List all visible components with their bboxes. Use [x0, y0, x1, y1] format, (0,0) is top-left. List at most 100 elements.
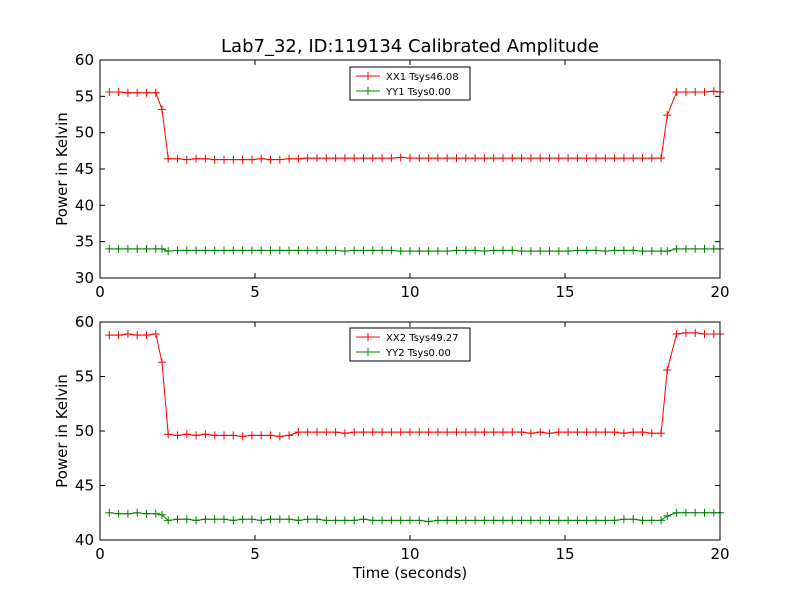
x-tick-label: 20 [710, 283, 729, 301]
data-point [396, 428, 405, 437]
data-point [700, 330, 709, 338]
data-point [164, 247, 173, 256]
data-point [415, 247, 424, 256]
data-point [638, 516, 647, 525]
data-point [536, 428, 545, 437]
data-point [387, 428, 396, 437]
x-tick-label: 15 [555, 545, 574, 563]
data-point [220, 155, 228, 164]
data-point [164, 516, 173, 525]
data-point [406, 247, 414, 256]
data-point [499, 516, 507, 525]
x-tick-label: 10 [400, 283, 419, 301]
y-axis-label: Power in Kelvin [53, 374, 71, 488]
data-point [378, 428, 387, 437]
data-point [173, 515, 182, 524]
data-point [303, 154, 312, 163]
data-point [663, 247, 672, 256]
data-point [443, 247, 452, 256]
data-point [601, 428, 610, 437]
data-point [545, 516, 554, 525]
data-point [564, 154, 573, 163]
data-point [681, 328, 690, 337]
data-point [443, 428, 452, 437]
data-point [582, 154, 591, 163]
data-point [229, 516, 238, 525]
data-point [192, 431, 201, 440]
data-point [406, 516, 414, 525]
data-point [526, 429, 535, 438]
data-point [238, 432, 247, 441]
data-point [536, 154, 545, 163]
data-point [433, 247, 442, 256]
data-point [105, 244, 114, 253]
data-point [582, 246, 591, 255]
data-point [582, 428, 591, 437]
data-point [489, 154, 498, 163]
data-point [601, 247, 610, 256]
data-point [691, 508, 700, 517]
data-point [123, 330, 132, 338]
data-point [564, 428, 573, 437]
data-point [610, 428, 619, 437]
data-point [322, 516, 331, 525]
data-point [443, 154, 452, 163]
data-point [499, 154, 507, 163]
data-point [461, 154, 470, 163]
y-tick-label: 60 [75, 313, 94, 331]
data-point [340, 429, 349, 438]
data-point [629, 515, 638, 524]
data-point [647, 154, 656, 163]
y-tick-label: 35 [75, 233, 94, 251]
data-point [564, 247, 573, 256]
data-point [257, 516, 266, 525]
data-point [619, 246, 628, 255]
data-point [517, 247, 526, 256]
data-point [433, 516, 442, 525]
data-point [294, 428, 303, 437]
data-point [158, 358, 166, 367]
data-point [415, 516, 424, 525]
data-point [247, 515, 256, 524]
data-point [554, 154, 563, 163]
data-point [461, 246, 470, 255]
data-point [266, 515, 275, 524]
data-point [331, 428, 340, 437]
data-point [672, 244, 681, 253]
data-point [378, 516, 387, 525]
data-point [443, 516, 452, 525]
data-point [672, 508, 681, 517]
legend-marker [364, 72, 372, 80]
data-point [647, 429, 656, 438]
data-point [105, 331, 114, 340]
data-point [142, 331, 151, 340]
data-point [619, 429, 628, 438]
data-point [499, 428, 507, 437]
data-point [433, 154, 442, 163]
data-point [424, 154, 433, 163]
x-tick-label: 0 [95, 545, 105, 563]
data-point [313, 246, 321, 255]
y-tick-label: 40 [75, 196, 94, 214]
data-point [257, 246, 266, 255]
data-point [471, 428, 480, 437]
data-point [114, 244, 123, 253]
legend: XX2 Tsys49.27 YY2 Tsys0.00 [349, 327, 471, 362]
data-point [359, 515, 368, 524]
data-point [452, 246, 461, 255]
data-point [350, 154, 359, 163]
data-point [275, 246, 284, 255]
data-point [123, 509, 132, 518]
data-point [545, 429, 554, 438]
data-point [573, 246, 582, 255]
data-point [210, 431, 219, 440]
data-point [415, 154, 424, 163]
data-point [192, 246, 201, 255]
data-point [657, 516, 666, 525]
data-point [220, 246, 228, 255]
data-point [340, 154, 349, 163]
data-point [294, 154, 303, 163]
data-point [508, 246, 517, 255]
data-point [480, 154, 489, 163]
data-point [133, 331, 142, 340]
